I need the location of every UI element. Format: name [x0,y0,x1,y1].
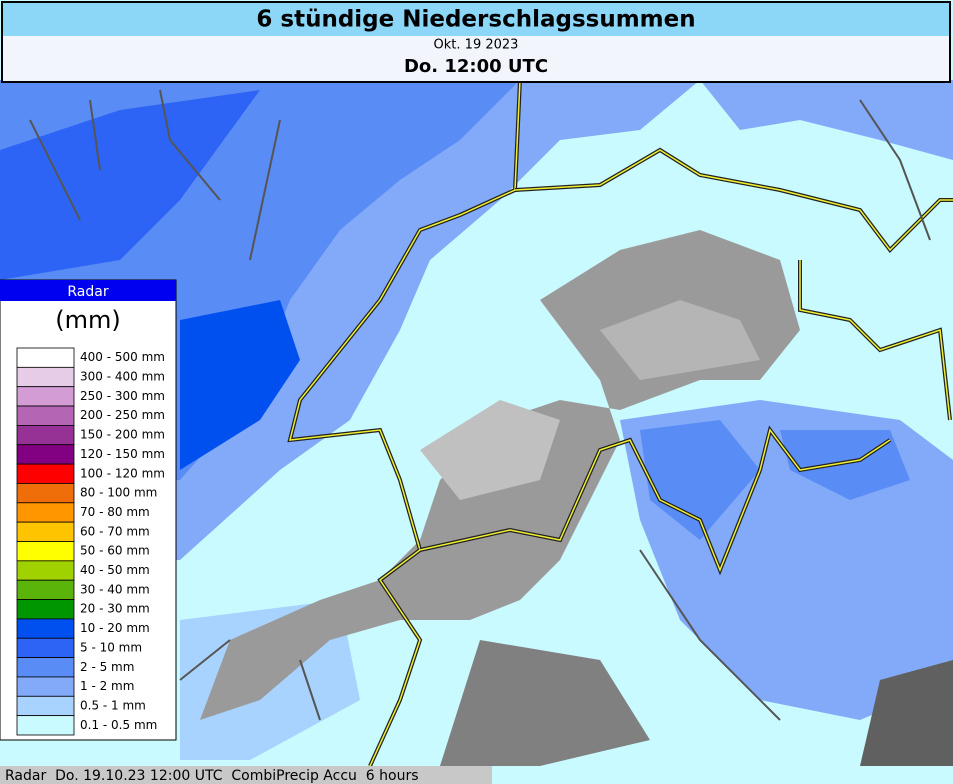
legend-label: 20 - 30 mm [80,602,150,616]
terrain [860,660,953,766]
border [419,149,953,573]
legend-label: 100 - 120 mm [80,466,165,480]
legend-swatch [16,521,75,542]
terrain [420,400,560,500]
legend-swatch [16,386,75,407]
legend-title: Radar [67,284,108,300]
legend-swatch [16,657,75,678]
legend-label: 120 - 150 mm [80,447,165,461]
border [289,79,521,767]
legend-label: 0.1 - 0.5 mm [80,718,157,732]
legend-swatch [16,695,75,717]
title: 6 stündige Niederschlagssummen [256,7,695,33]
footer-bar [0,766,492,784]
footer-text: Radar Do. 19.10.23 12:00 UTC CombiPrecip… [5,768,419,784]
legend-swatch [16,618,75,639]
legend-label: 400 - 500 mm [80,350,165,364]
river [29,89,931,721]
header: 6 stündige Niederschlagssummen Okt. 19 2… [1,1,951,83]
terrain [440,640,650,766]
legend-label: 2 - 5 mm [80,660,134,674]
legend-label: 70 - 80 mm [80,505,150,519]
legend-swatch [16,579,75,600]
legend-label: 60 - 70 mm [80,524,150,538]
title-bar [3,3,949,36]
legend: Radar (mm) 400 - 500 mm 300 - 400 mm 250 -… [0,279,177,741]
legend-label: 10 - 20 mm [80,621,150,635]
legend-label: 40 - 50 mm [80,563,150,577]
footer: Radar Do. 19.10.23 12:00 UTC CombiPrecip… [0,766,492,784]
legend-swatch [16,599,75,620]
legend-swatch [16,676,75,697]
legend-label: 80 - 100 mm [80,486,157,500]
legend-label: 150 - 200 mm [80,428,165,442]
legend-label: 1 - 2 mm [80,679,134,693]
legend-label: 0.5 - 1 mm [80,698,146,712]
legend-swatch [16,483,75,504]
legend-label: 5 - 10 mm [80,640,142,654]
legend-swatch [16,444,75,465]
rain-area [0,90,260,280]
legend-swatch [16,424,75,446]
legend-title-bar [0,280,176,301]
legend-label: 50 - 60 mm [80,544,150,558]
legend-swatch [16,560,75,581]
legend-swatch [16,366,75,388]
legend-label: 30 - 40 mm [80,582,150,596]
legend-unit: (mm) [55,306,120,334]
legend-swatch [16,715,75,736]
legend-swatch [16,405,75,426]
date: Okt. 19 2023 [434,38,519,53]
legend-label: 250 - 300 mm [80,389,165,403]
legend-swatch [16,637,75,659]
legend-swatch [16,502,75,523]
time: Do. 12:00 UTC [404,56,548,77]
terrain [600,300,760,380]
rain-area [700,80,953,160]
legend-label: 200 - 250 mm [80,408,165,422]
legend-swatch [16,347,75,368]
rain-area [640,420,760,540]
legend-label: 300 - 400 mm [80,370,165,384]
rain-area [180,300,300,470]
legend-swatch [16,541,75,562]
legend-swatch [16,463,75,484]
